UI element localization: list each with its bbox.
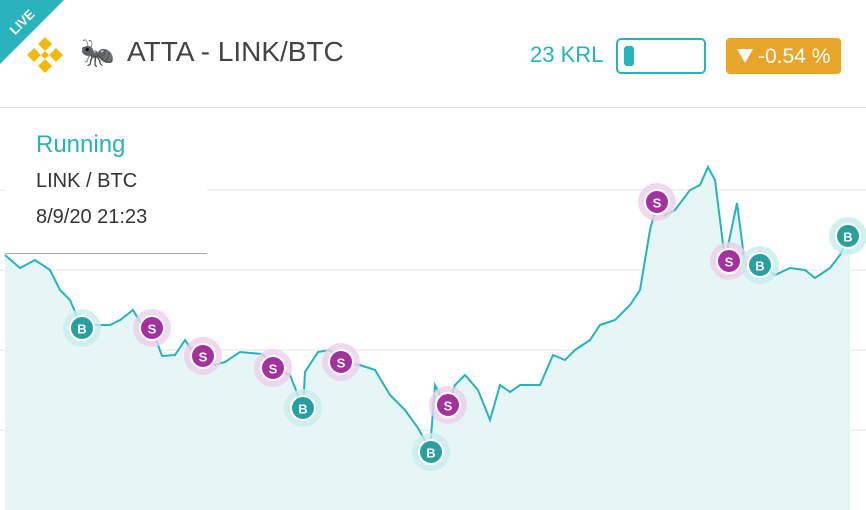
bot-icon: 🐜 <box>80 37 115 68</box>
trade-marker <box>435 392 461 418</box>
trade-marker <box>835 223 861 249</box>
balance: 23 KRL <box>530 42 604 67</box>
status: Running <box>36 131 126 158</box>
live-ribbon: LIVE <box>0 0 64 64</box>
trade-marker-label: S <box>148 322 157 337</box>
trade-marker <box>69 315 95 341</box>
trade-marker-label: S <box>653 196 662 211</box>
trade-marker <box>139 315 165 341</box>
trade-marker <box>290 395 316 421</box>
gauge-fill <box>624 46 634 66</box>
trade-marker-label: S <box>269 362 278 377</box>
trade-marker-label: B <box>77 322 86 337</box>
bot-title: ATTA - LINK/BTC <box>127 36 344 67</box>
header: LIVE 🐜 ATTA - LINK/BTC 23 KRL -0.54 % <box>0 0 866 108</box>
trade-marker-label: B <box>755 259 764 274</box>
change-value: -0.54 % <box>758 45 831 68</box>
down-arrow <box>737 49 753 63</box>
trade-marker-label: B <box>843 230 852 245</box>
trade-marker <box>190 343 216 369</box>
pair: LINK / BTC <box>36 170 138 192</box>
trade-marker <box>644 189 670 215</box>
price-area <box>5 167 850 510</box>
date: 8/9/20 21:23 <box>36 206 148 228</box>
trade-marker-label: S <box>337 356 346 371</box>
balance-gauge <box>616 38 706 74</box>
trade-marker-label: S <box>444 399 453 414</box>
trade-marker <box>328 349 354 375</box>
trade-marker-label: B <box>298 402 307 417</box>
trade-marker <box>747 252 773 278</box>
trade-marker-label: S <box>199 350 208 365</box>
change-badge: -0.54 % <box>726 38 841 74</box>
trade-marker <box>716 248 742 274</box>
info-panel: Running LINK / BTC 8/9/20 21:23 <box>5 115 207 254</box>
trade-marker <box>418 439 444 465</box>
trade-marker <box>260 355 286 381</box>
trade-marker-label: S <box>725 255 734 270</box>
trade-marker-label: B <box>426 446 435 461</box>
exchange-logo <box>27 37 63 73</box>
